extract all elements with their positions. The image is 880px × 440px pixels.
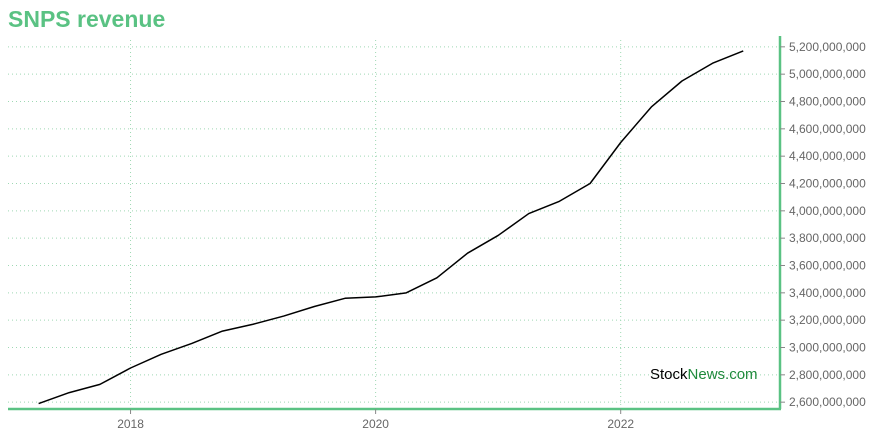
y-tick-label: 4,200,000,000	[789, 177, 866, 191]
revenue-series-line	[38, 50, 744, 405]
y-tick-label: 5,000,000,000	[789, 67, 866, 81]
y-axis-ticks: 2,600,000,000 2,800,000,000 3,000,000,000 3…	[780, 40, 866, 409]
data-point	[711, 62, 714, 65]
data-point	[558, 200, 561, 203]
y-tick-label: 3,800,000,000	[789, 231, 866, 245]
y-tick-label: 2,600,000,000	[789, 395, 866, 409]
data-point	[343, 297, 346, 300]
y-tick-label: 4,400,000,000	[789, 149, 866, 163]
y-tick-label: 4,000,000,000	[789, 204, 866, 218]
data-point	[98, 383, 101, 386]
data-point	[190, 342, 193, 345]
data-point	[619, 141, 622, 144]
grid-lines	[8, 40, 780, 409]
data-point	[282, 315, 285, 318]
data-point	[680, 80, 683, 83]
data-point	[742, 49, 745, 52]
data-point	[252, 323, 255, 326]
watermark-stock-text: Stock	[650, 366, 688, 383]
data-point	[313, 305, 316, 308]
y-tick-label: 3,200,000,000	[789, 313, 866, 327]
watermark-news-text: News.com	[688, 366, 758, 383]
x-tick-label: 2022	[607, 417, 634, 431]
x-tick-label: 2018	[117, 417, 144, 431]
y-tick-label: 2,800,000,000	[789, 368, 866, 382]
data-point	[589, 182, 592, 185]
data-point	[68, 391, 71, 394]
data-point	[129, 367, 132, 370]
watermark-logo: StockNews.com	[650, 366, 758, 383]
axes	[8, 36, 782, 411]
data-point	[374, 295, 377, 298]
y-tick-label: 3,400,000,000	[789, 286, 866, 300]
data-point	[466, 252, 469, 255]
y-tick-label: 3,600,000,000	[789, 259, 866, 273]
x-axis-ticks: 2018 2020 2022	[117, 409, 634, 431]
data-point	[650, 105, 653, 108]
data-point	[405, 291, 408, 294]
data-point	[527, 212, 530, 215]
x-tick-label: 2020	[362, 417, 389, 431]
y-tick-label: 4,800,000,000	[789, 95, 866, 109]
chart-title: SNPS revenue	[8, 6, 166, 32]
y-tick-label: 4,600,000,000	[789, 122, 866, 136]
data-point	[37, 402, 40, 405]
data-point	[160, 353, 163, 356]
y-tick-label: 3,000,000,000	[789, 341, 866, 355]
data-point	[221, 330, 224, 333]
data-point	[435, 276, 438, 279]
series-layer	[37, 49, 745, 405]
data-point	[497, 234, 500, 237]
y-tick-label: 5,200,000,000	[789, 40, 866, 54]
